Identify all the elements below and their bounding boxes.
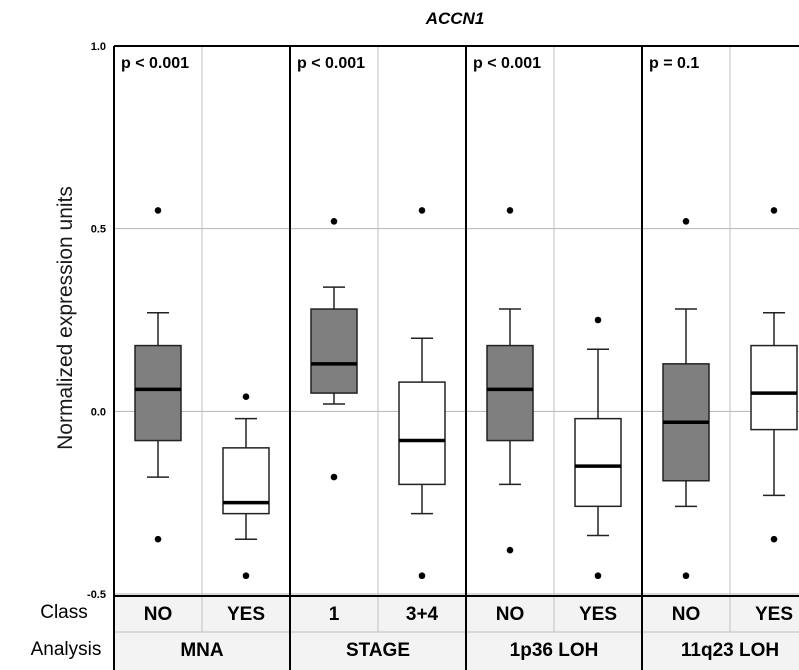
- outlier-point: [242, 393, 250, 401]
- class-label: 3+4: [406, 604, 439, 625]
- class-label: YES: [755, 604, 793, 625]
- outlier-point: [770, 535, 778, 543]
- y-axis-label: Normalized expression units: [54, 186, 77, 450]
- outlier-point: [594, 316, 602, 324]
- class-label: NO: [496, 604, 525, 625]
- class-label: 1: [329, 604, 340, 625]
- outlier-point: [154, 207, 162, 214]
- outlier-point: [418, 572, 426, 580]
- outlier-point: [242, 572, 250, 580]
- y-tick-label: 0.0: [91, 406, 106, 418]
- y-tick-label: 0.5: [91, 224, 106, 236]
- y-tick-label: 1.0: [91, 41, 106, 53]
- outlier-point: [154, 535, 162, 543]
- outlier-point: [506, 546, 514, 554]
- outlier-point: [418, 207, 426, 214]
- outlier-point: [330, 218, 338, 225]
- class-label: NO: [144, 604, 173, 625]
- analysis-label: STAGE: [346, 640, 410, 661]
- analysis-row-label: Analysis: [31, 639, 102, 660]
- y-tick-label: -0.5: [87, 589, 106, 601]
- box-iqr: [750, 344, 798, 431]
- analysis-row-band: [114, 632, 799, 670]
- outlier-point: [682, 572, 690, 580]
- panel-pvalue: p = 0.1: [649, 55, 699, 72]
- class-label: YES: [579, 604, 617, 625]
- box-iqr: [574, 417, 622, 508]
- outlier-point: [594, 572, 602, 580]
- box-iqr: [486, 344, 534, 442]
- box-iqr: [398, 381, 446, 486]
- outlier-point: [506, 207, 514, 214]
- analysis-label: MNA: [180, 640, 224, 661]
- panel-pvalue: p < 0.001: [473, 55, 541, 72]
- analysis-label: 11q23 LOH: [681, 640, 779, 661]
- class-row-label: Class: [40, 602, 88, 623]
- class-label: NO: [672, 604, 701, 625]
- box-iqr: [310, 308, 358, 394]
- analysis-label: 1p36 LOH: [510, 640, 599, 661]
- chart-title: ACCN1: [425, 9, 485, 28]
- panel-pvalue: p < 0.001: [297, 55, 365, 72]
- box-iqr: [134, 344, 182, 442]
- outlier-point: [682, 218, 690, 225]
- class-row-band: [114, 596, 799, 632]
- class-label: YES: [227, 604, 265, 625]
- outlier-point: [330, 473, 338, 481]
- outlier-point: [770, 207, 778, 214]
- panel-pvalue: p < 0.001: [121, 55, 189, 72]
